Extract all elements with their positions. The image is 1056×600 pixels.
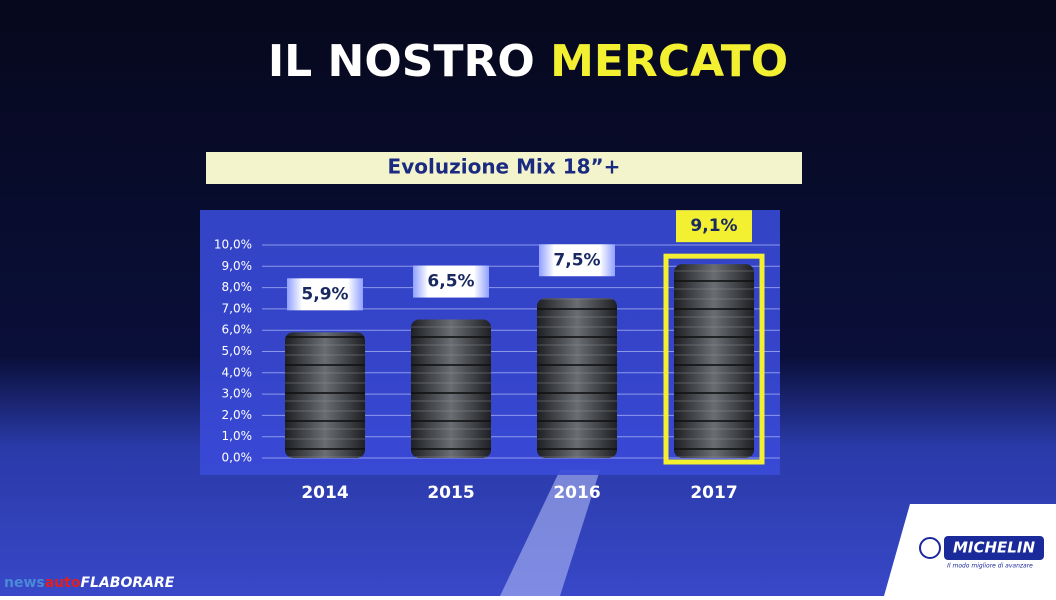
value-label-box (676, 210, 752, 243)
x-tick-label: 2015 (427, 483, 474, 503)
y-tick-label: 5,0% (222, 344, 253, 358)
bar-texture (537, 298, 617, 458)
value-label: 7,5% (553, 250, 600, 270)
y-tick-label: 2,0% (222, 408, 253, 422)
value-label: 5,9% (301, 284, 348, 304)
y-tick-label: 7,0% (222, 301, 253, 315)
slide-title: IL NOSTRO MERCATO (268, 36, 788, 87)
value-label-box (287, 278, 363, 311)
y-tick-label: 6,0% (222, 323, 253, 337)
x-tick-label: 2016 (553, 483, 600, 503)
x-tick-label: 2017 (690, 483, 737, 503)
value-label: 6,5% (427, 272, 474, 292)
road-line (500, 470, 600, 596)
bar-texture (411, 319, 491, 458)
watermark: newsautoFLABORARE (4, 575, 175, 591)
subtitle-bar (206, 152, 802, 184)
y-tick-label: 0,0% (222, 451, 253, 465)
chart: 0,0% 1,0% 2,0% 3,0% 4,0% 5,0% 6,0% 7,0% 8,0% 9,0%… (214, 210, 780, 503)
y-tick-label: 4,0% (222, 365, 253, 379)
y-tick-label: 10,0% (214, 238, 252, 252)
watermark-part: auto (45, 575, 81, 591)
value-label: 9,1% (690, 216, 737, 236)
bar-texture (674, 264, 754, 458)
watermark-part: news (4, 575, 45, 591)
logo-badge (944, 536, 1044, 560)
watermark-part: FLABORARE (80, 575, 174, 591)
value-label-box (413, 265, 489, 298)
chart-title: Evoluzione Mix 18”+ (388, 155, 621, 179)
logo-brand: MICHELIN (953, 539, 1035, 557)
x-tick-label: 2014 (301, 483, 348, 503)
value-label-box (539, 244, 615, 277)
bar-texture (285, 332, 365, 458)
y-tick-label: 8,0% (222, 280, 253, 294)
y-tick-label: 3,0% (222, 387, 253, 401)
logo-figure (919, 537, 941, 559)
title-part: MERCATO (550, 36, 788, 87)
bar-highlight (663, 253, 765, 465)
y-tick-label: 9,0% (222, 259, 253, 273)
title-part: IL NOSTRO (268, 36, 535, 87)
logo-tagline: Il modo migliore di avanzare (947, 563, 1033, 570)
y-tick-label: 1,0% (222, 429, 253, 443)
